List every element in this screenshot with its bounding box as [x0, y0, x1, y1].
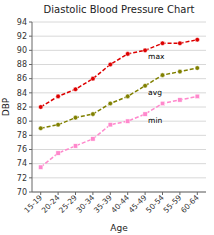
x-tick: [40, 192, 41, 195]
point-marker: [160, 101, 164, 105]
point-marker: [38, 105, 43, 110]
point-marker: [108, 123, 112, 127]
point-marker: [73, 115, 78, 120]
point-marker: [178, 98, 182, 102]
x-tick: [92, 192, 93, 195]
x-tick-label: 15-19: [22, 193, 44, 215]
y-tick-label: 78: [17, 131, 27, 140]
series-line: [41, 68, 198, 128]
axes: 70 72 74 76 78 80 82 84 86 88 90 92 94 15-1920-2425-2…: [17, 18, 206, 215]
x-tick-label: 35-39: [92, 193, 114, 215]
x-tick: [58, 192, 59, 195]
grid-line: [32, 121, 206, 122]
plot-area: [38, 37, 199, 169]
y-tick-label: 86: [17, 74, 27, 83]
point-marker: [195, 66, 200, 71]
point-marker: [91, 112, 96, 117]
grid-line: [32, 135, 206, 136]
y-tick-label: 82: [17, 103, 27, 112]
x-axis-label: Age: [110, 223, 128, 233]
y-axis-label: DBP: [1, 97, 11, 116]
point-marker: [56, 122, 61, 127]
point-marker: [160, 73, 165, 78]
point-marker: [39, 165, 43, 169]
point-marker: [91, 76, 96, 81]
x-tick: [75, 192, 76, 195]
y-tick-label: 76: [17, 145, 27, 154]
point-marker: [126, 119, 130, 123]
point-marker: [143, 112, 147, 116]
x-tick-label: 20-24: [40, 193, 62, 215]
y-tick-label: 94: [17, 18, 27, 27]
x-tick-label: 50-54: [144, 193, 166, 215]
annotation: avg: [148, 88, 162, 97]
y-tick-label: 88: [17, 60, 27, 69]
series-line: [41, 96, 198, 167]
grid-line: [32, 64, 206, 65]
grid-line: [32, 107, 206, 108]
x-tick-label: 25-29: [57, 193, 79, 215]
y-tick-label: 92: [17, 32, 27, 41]
x-tick: [179, 192, 180, 195]
y-tick-label: 70: [17, 188, 27, 197]
grid-line: [32, 149, 206, 150]
y-tick-label: 90: [17, 46, 27, 55]
point-marker: [178, 41, 183, 46]
x-tick: [110, 192, 111, 195]
point-marker: [38, 126, 43, 131]
point-marker: [160, 41, 165, 46]
x-tick: [162, 192, 163, 195]
y-tick-label: 74: [17, 159, 27, 168]
y-axis: [32, 22, 33, 192]
y-tick-label: 72: [17, 174, 27, 183]
y-tick-label: 80: [17, 117, 27, 126]
grid-line: [32, 177, 206, 178]
chart: 70 72 74 76 78 80 82 84 86 88 90 92 94 15-1920-2425-2…: [0, 0, 214, 235]
point-marker: [195, 94, 199, 98]
point-marker: [56, 94, 61, 99]
point-marker: [195, 37, 200, 42]
grid-line: [32, 36, 206, 37]
title: Diastolic Blood Pressure Chart: [44, 4, 195, 15]
x-tick: [145, 192, 146, 195]
point-marker: [91, 137, 95, 141]
point-marker: [125, 94, 130, 99]
x-tick-label: 60-64: [179, 193, 201, 215]
grid-line: [32, 50, 206, 51]
grid-line: [32, 22, 206, 23]
point-marker: [178, 69, 183, 74]
point-marker: [56, 151, 60, 155]
annotation: max: [148, 52, 165, 61]
point-marker: [143, 83, 148, 88]
point-marker: [108, 101, 113, 106]
grid-line: [32, 163, 206, 164]
x-tick-label: 55-59: [162, 193, 184, 215]
point-marker: [125, 52, 130, 57]
x-tick-label: 40-44: [109, 193, 131, 215]
grid-line: [32, 92, 206, 93]
point-marker: [73, 87, 78, 92]
x-tick: [127, 192, 128, 195]
x-tick-label: 45-49: [127, 193, 149, 215]
grid-line: [32, 78, 206, 79]
point-marker: [108, 62, 113, 67]
y-tick-label: 84: [17, 89, 27, 98]
annotation: min: [148, 116, 162, 125]
point-marker: [73, 144, 77, 148]
point-marker: [143, 48, 148, 53]
x-tick-label: 30-34: [75, 193, 97, 215]
x-tick: [197, 192, 198, 195]
